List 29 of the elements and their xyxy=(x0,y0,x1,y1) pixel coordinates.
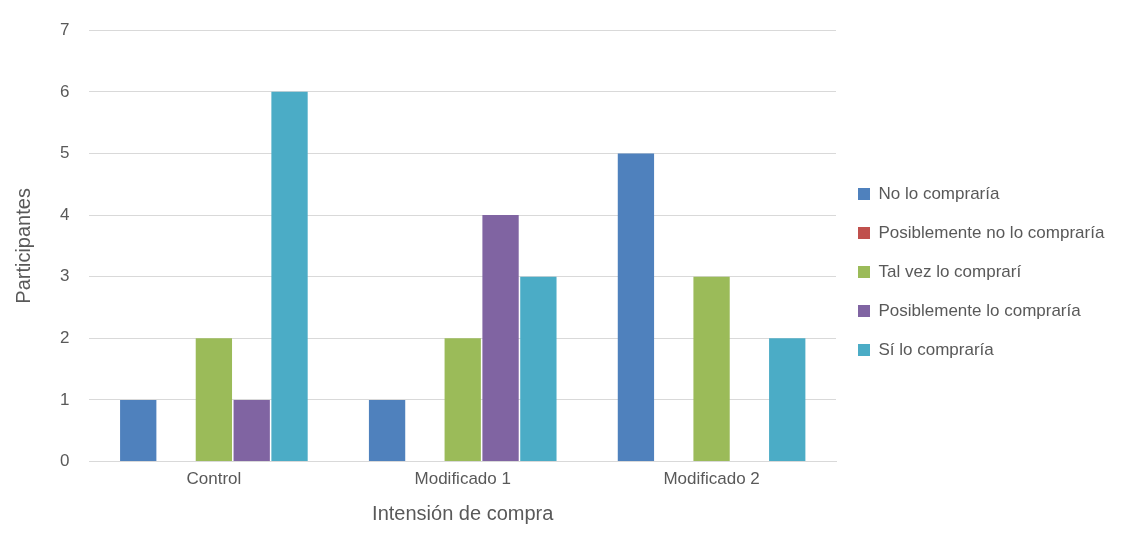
bar xyxy=(233,399,270,462)
bar xyxy=(368,399,406,462)
legend-label: Tal vez lo comprarí xyxy=(878,261,1022,281)
y-tick-label: 7 xyxy=(59,19,70,39)
bar xyxy=(693,276,730,462)
bar xyxy=(195,338,233,462)
y-tick-label: 2 xyxy=(59,328,70,348)
bar xyxy=(617,153,655,462)
x-tick-label: Control xyxy=(186,469,242,489)
legend-label: Sí lo compraría xyxy=(878,339,995,359)
legend-label: No lo compraría xyxy=(878,183,1000,203)
y-tick-label: 1 xyxy=(59,389,70,409)
bar xyxy=(271,91,308,462)
bar xyxy=(520,276,557,462)
legend-label: Posiblemente no lo compraría xyxy=(878,222,1105,242)
bar xyxy=(120,399,157,462)
y-tick-label: 0 xyxy=(59,451,70,471)
y-tick-label: 6 xyxy=(59,81,70,101)
legend-label: Posiblemente lo compraría xyxy=(878,300,1082,320)
y-axis-title: Participantes xyxy=(11,188,34,304)
bar xyxy=(769,338,806,462)
bar xyxy=(482,215,519,462)
y-tick-label: 3 xyxy=(59,266,70,286)
bar xyxy=(444,338,481,462)
y-tick-label: 4 xyxy=(59,204,70,224)
x-tick-label: Modificado 2 xyxy=(663,469,760,489)
x-axis-title: Intensión de compra xyxy=(372,501,555,524)
y-tick-label: 5 xyxy=(59,143,70,163)
x-tick-label: Modificado 1 xyxy=(414,469,511,489)
